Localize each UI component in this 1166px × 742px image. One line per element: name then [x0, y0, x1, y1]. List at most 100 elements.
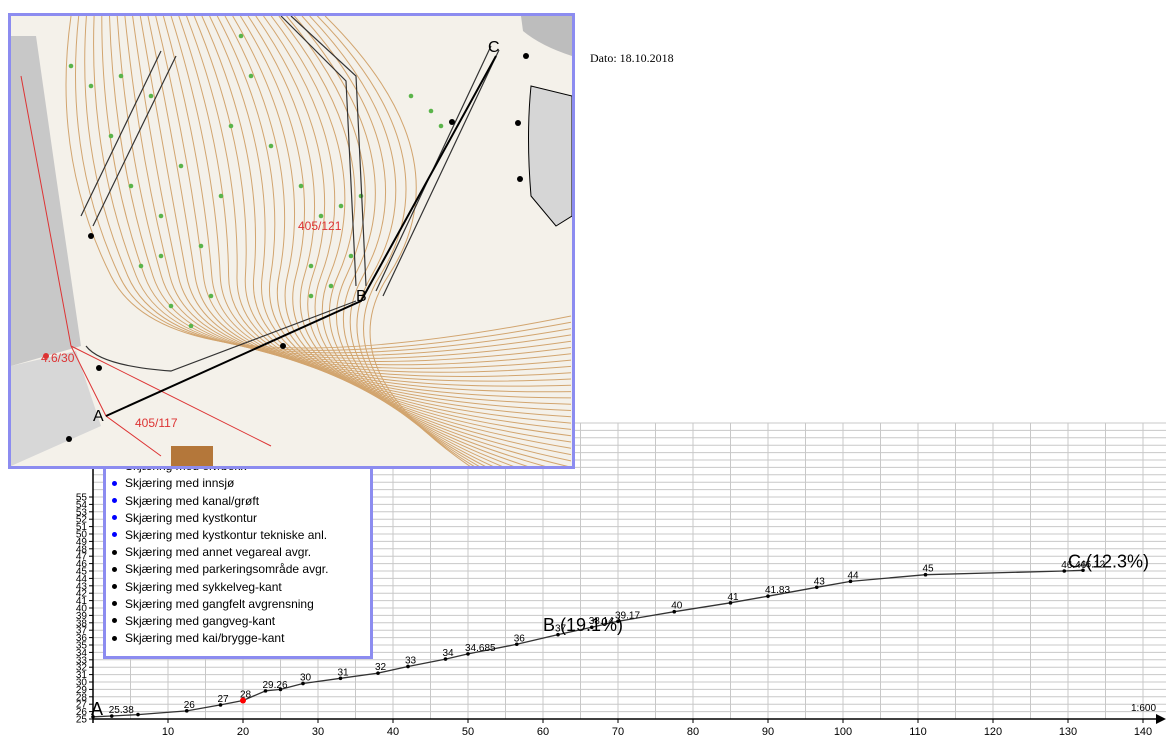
contour-line — [317, 16, 475, 466]
contour-line — [84, 16, 572, 354]
tree-dot — [208, 293, 214, 299]
y-tick-label: 27 — [76, 700, 88, 711]
tree-dot — [148, 93, 154, 99]
data-point — [218, 703, 223, 707]
contour-line — [216, 16, 572, 437]
data-label: 25.38 — [109, 705, 134, 716]
contour-line — [301, 16, 486, 466]
data-point — [466, 652, 470, 656]
y-tick-label: 46 — [76, 559, 88, 570]
tree-dot — [88, 83, 94, 89]
data-label: 41 — [728, 592, 740, 603]
legend-dot-icon — [112, 566, 117, 572]
tree-dot — [308, 293, 314, 299]
data-point — [766, 594, 770, 598]
y-tick-label: 41 — [76, 596, 88, 607]
legend-dot-icon — [112, 515, 117, 521]
contour-line — [255, 16, 569, 466]
contour-line — [147, 16, 572, 382]
legend-dot-icon — [112, 480, 117, 486]
x-tick-label: 110 — [909, 726, 927, 738]
tree-dot — [68, 63, 74, 69]
y-tick-label: 33 — [76, 655, 88, 666]
y-tick-label: 37 — [76, 626, 88, 637]
data-label: 33 — [405, 655, 417, 666]
legend-item: Skjæring med gangfelt avgrensning — [112, 597, 314, 613]
tree-dot — [438, 123, 444, 129]
building-left-lower — [11, 351, 101, 466]
parcel-label-3: 4.6/30 — [41, 351, 75, 365]
building-top-right — [521, 16, 572, 56]
x-tick-label: 40 — [387, 726, 399, 738]
data-point — [278, 687, 283, 692]
data-point — [376, 671, 380, 675]
legend-item-label: Skjæring med kai/brygge-kant — [125, 631, 285, 646]
building-brown — [171, 446, 213, 466]
y-tick-label: 54 — [76, 500, 88, 511]
tree-dot — [318, 213, 324, 219]
contour-line — [239, 16, 572, 456]
data-point — [91, 714, 95, 719]
data-label: 29.26 — [263, 680, 288, 691]
y-tick-label: 43 — [76, 581, 88, 592]
data-point — [443, 657, 448, 661]
y-tick-label: 32 — [76, 663, 88, 674]
tree-dot — [158, 213, 164, 219]
contour-line — [293, 16, 494, 466]
x-tick-label: 80 — [687, 726, 699, 738]
data-point — [263, 689, 268, 693]
series-line — [92, 569, 1084, 718]
tree-dot — [218, 193, 224, 199]
data-label: 37 — [555, 624, 567, 635]
y-tick-label: 29 — [76, 685, 88, 696]
data-label: 45 — [923, 564, 935, 575]
tree-dot — [178, 163, 184, 169]
contour-line — [270, 16, 529, 466]
data-point — [514, 642, 519, 647]
y-tick-label: 28 — [76, 692, 88, 703]
building-right — [528, 85, 572, 227]
legend-item-label: Skjæring med kystkontur — [125, 510, 258, 525]
contour-line — [178, 16, 572, 405]
data-label: 27 — [218, 694, 230, 705]
y-tick-label: 36 — [76, 633, 88, 644]
contour-line — [155, 16, 572, 387]
map-overlay: A B C 405/121 405/117 4.6/30 — [8, 13, 575, 469]
contour-lines — [65, 16, 572, 466]
x-tick-label: 70 — [612, 726, 624, 738]
data-label: 34.685 — [465, 643, 496, 654]
map-label-b: B — [356, 288, 367, 305]
contour-line — [101, 16, 572, 359]
scale-label: 1:600 — [1131, 703, 1157, 714]
y-tick-label: 55 — [76, 493, 88, 504]
x-tick-label: 10 — [162, 726, 174, 738]
tree-dot — [128, 183, 134, 189]
tree-dot — [298, 183, 304, 189]
legend-item-label: Skjæring med parkeringsområde avgr. — [125, 562, 329, 577]
annotation-label: C (12.3%) — [1068, 552, 1149, 572]
annotation-label: A — [91, 699, 103, 719]
data-point — [301, 681, 305, 686]
tree-dot — [168, 303, 174, 309]
tree-dot — [328, 283, 334, 289]
legend-dot-icon — [112, 549, 117, 555]
y-tick-label: 38 — [76, 618, 88, 629]
x-tick-label: 130 — [1059, 726, 1077, 738]
data-label: 38.14 — [589, 616, 614, 627]
tree-dot — [408, 93, 414, 99]
x-axis-arrow — [1156, 714, 1166, 724]
data-label: 40 — [671, 601, 683, 612]
tree-dot — [188, 323, 194, 329]
data-point — [589, 625, 594, 630]
legend-dot-icon — [112, 497, 117, 503]
contour-line — [170, 16, 572, 399]
contour-line — [186, 16, 572, 411]
data-point — [136, 712, 140, 717]
date-label: Dato: 18.10.2018 — [590, 51, 674, 65]
data-point — [184, 709, 189, 713]
x-tick-labels: 10 20 30 40 50 60 70 80 90 100 110 120 130 140 — [162, 719, 1152, 738]
contour-line — [324, 16, 471, 466]
data-point — [1081, 568, 1085, 573]
y-tick-label: 39 — [76, 611, 88, 622]
road-lower — [85, 300, 357, 372]
